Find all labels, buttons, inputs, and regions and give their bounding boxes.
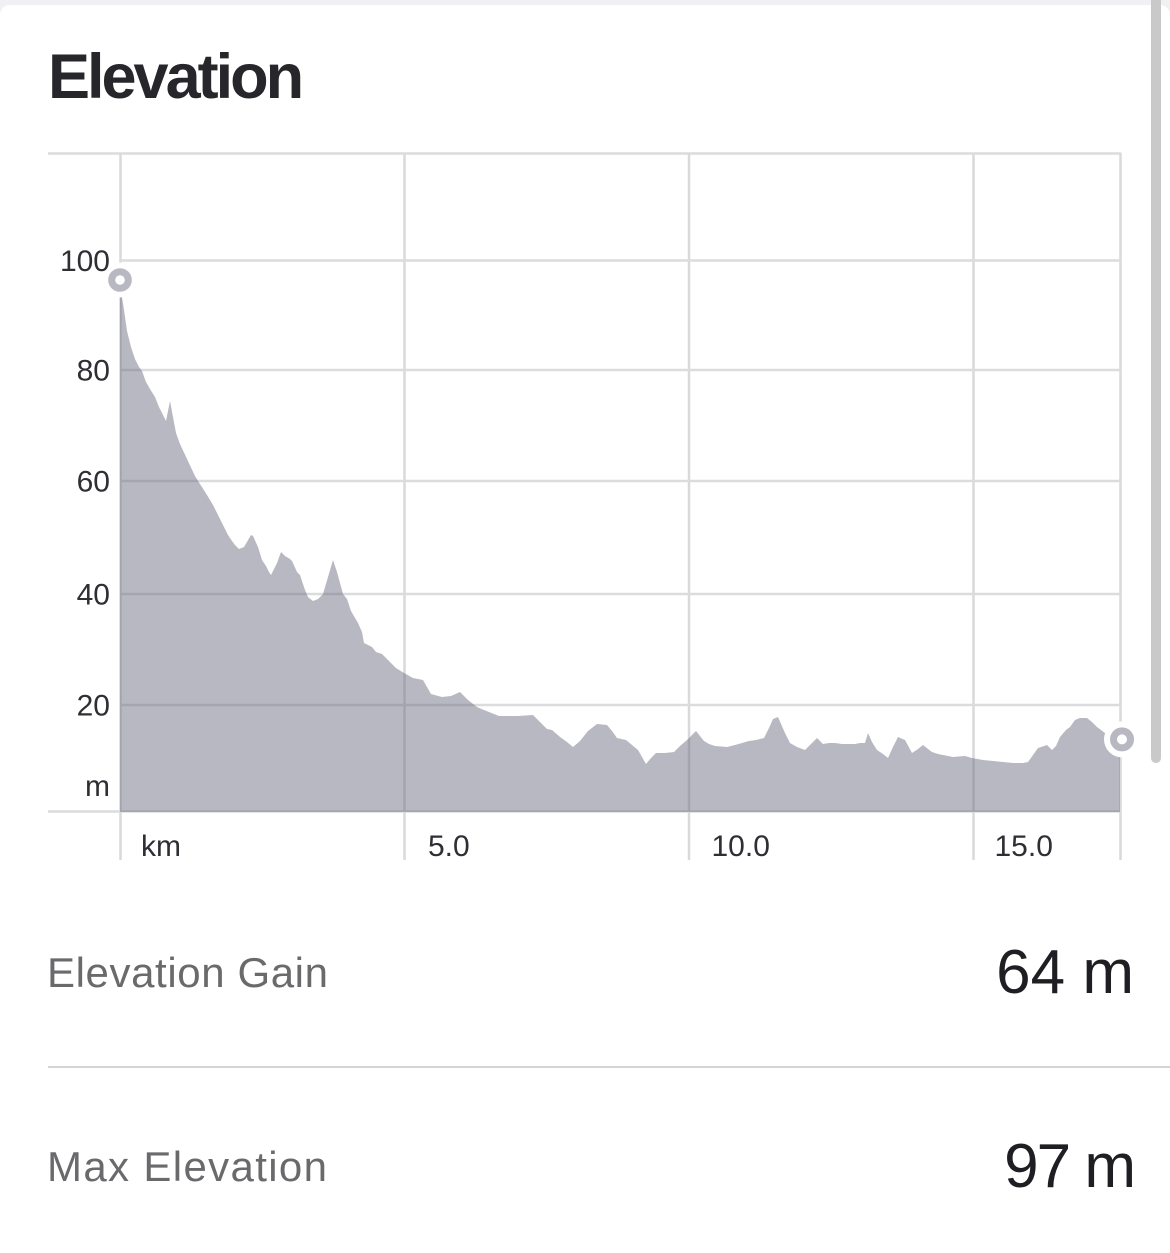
svg-text:40: 40 bbox=[77, 579, 110, 612]
svg-text:10.0: 10.0 bbox=[712, 830, 770, 863]
svg-text:5.0: 5.0 bbox=[428, 830, 470, 863]
svg-text:60: 60 bbox=[77, 466, 110, 499]
svg-text:15.0: 15.0 bbox=[995, 830, 1053, 863]
svg-text:20: 20 bbox=[77, 690, 110, 723]
svg-text:km: km bbox=[141, 830, 181, 863]
svg-text:80: 80 bbox=[77, 355, 110, 388]
svg-text:m: m bbox=[85, 770, 110, 803]
svg-text:100: 100 bbox=[60, 245, 110, 278]
